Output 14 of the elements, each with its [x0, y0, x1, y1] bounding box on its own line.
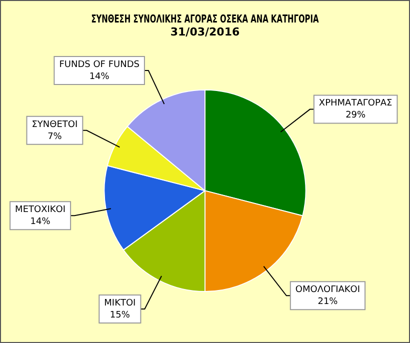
data-label: 21% [318, 296, 338, 307]
slice-label: ΜΙΚΤΟΙ [104, 298, 136, 308]
data-label: 15% [110, 310, 130, 320]
slice-label: ΣΥΝΘΕΤΟΙ [32, 120, 78, 130]
data-label: 14% [30, 216, 51, 227]
chart-title: ΣΥΝΘΕΣΗ ΣΥΝΟΛΙΚΗΣ ΑΓΟΡΑΣ ΟΣΕΚΑ ΑΝΑ ΚΑΤΗΓΟΡΙΑ [91, 13, 320, 26]
data-label: 7% [48, 132, 62, 142]
data-label: 29% [346, 110, 366, 121]
chart-subtitle: 31/03/2016 [170, 26, 240, 39]
slice-label: FUNDS OF FUNDS [59, 60, 140, 70]
data-label: 14% [89, 72, 110, 82]
slice-label: ΟΜΟΛΟΓΙΑΚΟΙ [295, 284, 360, 295]
slice-label: ΧΡΗΜΑΤΑΓΟΡΑΣ [318, 98, 393, 109]
slice-label: ΜΕΤΟΧΙΚΟΙ [15, 204, 66, 215]
